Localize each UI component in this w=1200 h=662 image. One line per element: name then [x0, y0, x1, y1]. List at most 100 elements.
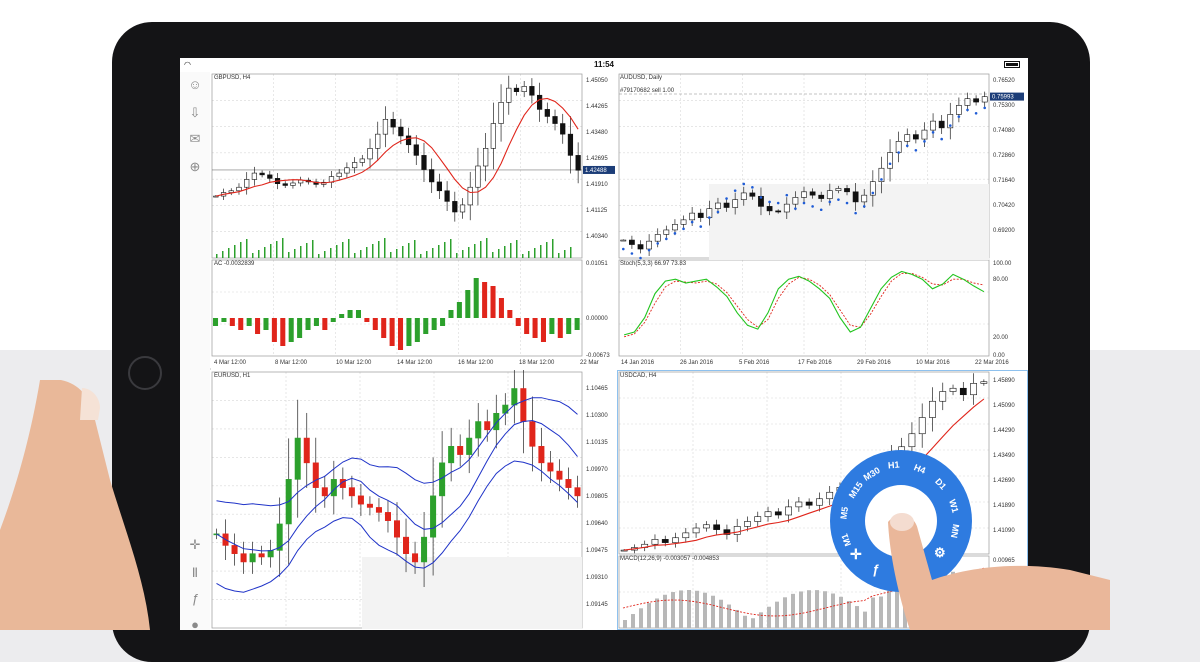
- macd-bar: [895, 585, 899, 628]
- volume-bar: [222, 251, 224, 258]
- chart-title: USDCAD, H4: [620, 373, 657, 379]
- sar-dot: [888, 162, 892, 166]
- time-tick-label: 10 Mar 2016: [916, 360, 950, 366]
- candle: [276, 523, 283, 551]
- timeframe-h4[interactable]: H4: [912, 462, 927, 476]
- macd-bar: [871, 597, 875, 628]
- timeframe-m15[interactable]: M15: [846, 479, 865, 501]
- bollinger-upper: [216, 397, 578, 507]
- sar-dot: [690, 220, 694, 224]
- left-hand: [0, 380, 150, 630]
- candles-icon[interactable]: Ⅱ: [191, 565, 199, 580]
- ac-bar: [322, 318, 328, 330]
- candle: [744, 521, 751, 527]
- volume-bar: [420, 254, 422, 258]
- macd-bar: [887, 590, 891, 628]
- volume-bar: [252, 253, 254, 258]
- candle: [520, 388, 527, 422]
- timeframe-d1[interactable]: D1: [933, 476, 949, 492]
- sar-dot: [828, 200, 832, 204]
- time-tick-label: 14 Mar 12:00: [397, 360, 433, 366]
- volume-bar: [294, 249, 296, 258]
- volume-bar: [306, 243, 308, 258]
- price-tick-label: 1.45090: [993, 403, 1015, 409]
- candle: [529, 421, 536, 447]
- volume-bar: [558, 253, 560, 258]
- macd-bar: [879, 596, 883, 628]
- time-tick-label: 17 Feb 2016: [798, 360, 832, 366]
- ac-bar: [456, 302, 462, 318]
- macd-bar: [799, 591, 803, 628]
- macd-bar: [847, 601, 851, 628]
- ac-bar: [297, 318, 303, 338]
- timeframe-m5[interactable]: M5: [838, 506, 851, 520]
- candle: [466, 437, 473, 455]
- volume-bar: [282, 238, 284, 258]
- volume-bar: [246, 239, 248, 258]
- timeframe-m30[interactable]: M30: [861, 465, 882, 483]
- volume-bar: [426, 251, 428, 258]
- volume-bar: [540, 245, 542, 258]
- candle: [852, 191, 859, 203]
- gear-icon[interactable]: ⚙: [934, 545, 946, 560]
- candle: [249, 553, 256, 563]
- candle: [970, 383, 977, 396]
- crosshair-icon[interactable]: ✛: [189, 537, 201, 552]
- ac-bar: [549, 318, 555, 334]
- chart-audusd[interactable]: 0.76520 0.75300 0.74080 0.72860 0.71640 0.704…: [617, 72, 1028, 368]
- function-icon[interactable]: ƒ: [191, 591, 199, 606]
- ac-bar: [406, 318, 412, 346]
- indicator-tick-label: 0.01051: [586, 261, 608, 267]
- macd-bar: [647, 603, 651, 628]
- candle: [321, 487, 328, 497]
- volume-bar: [480, 241, 482, 258]
- candle: [949, 387, 957, 392]
- volume-bar: [492, 252, 494, 258]
- chart-eurusd[interactable]: 1.10465 1.10300 1.10135 1.09970 1.09805 1.096…: [210, 370, 616, 630]
- macd-bar: [639, 608, 643, 628]
- timeframe-h1[interactable]: H1: [887, 459, 900, 471]
- candle: [805, 501, 813, 506]
- macd-bar: [671, 592, 675, 628]
- ac-bar: [507, 310, 513, 318]
- candle: [436, 181, 443, 192]
- candle: [697, 212, 704, 218]
- sar-dot: [871, 191, 875, 195]
- candle: [538, 446, 545, 464]
- candle: [457, 446, 464, 455]
- ac-bar: [448, 310, 454, 318]
- ac-bar: [465, 290, 471, 318]
- download-icon[interactable]: ⇩: [189, 105, 201, 120]
- moving-average-line: [215, 97, 579, 197]
- ac-bar: [339, 314, 345, 318]
- candle: [947, 114, 954, 129]
- candle: [921, 129, 928, 140]
- candle: [459, 204, 466, 213]
- volume-bar: [432, 248, 434, 258]
- price-tick-label: 1.09310: [586, 575, 608, 581]
- crosshair-icon[interactable]: ✛: [850, 546, 862, 562]
- candle: [484, 421, 491, 431]
- function-icon[interactable]: ƒ: [872, 562, 880, 577]
- candle: [475, 421, 482, 439]
- price-tick-label: 1.09640: [586, 521, 608, 527]
- candle: [783, 203, 790, 213]
- volume-bar: [552, 239, 554, 258]
- chart-gbpusd[interactable]: 1.45050 1.44265 1.43480 1.42695 1.41910 1.411…: [210, 72, 616, 368]
- ac-bar: [389, 318, 395, 346]
- volume-bar: [360, 250, 362, 258]
- chat-icon[interactable]: ✉: [189, 131, 201, 146]
- macd-bar: [783, 597, 787, 628]
- current-price-label: 0.75993: [992, 95, 1014, 101]
- candle: [294, 437, 301, 480]
- candle: [918, 417, 926, 435]
- home-button[interactable]: [128, 356, 162, 390]
- candle: [749, 192, 756, 197]
- candle: [754, 516, 762, 522]
- objects-icon[interactable]: ●: [191, 617, 199, 630]
- candle: [706, 208, 713, 218]
- user-icon[interactable]: ☺: [188, 77, 202, 92]
- new-file-icon[interactable]: ⊕: [189, 159, 201, 174]
- indicator-title: AC -0.0032839: [214, 261, 255, 267]
- candle: [637, 244, 644, 250]
